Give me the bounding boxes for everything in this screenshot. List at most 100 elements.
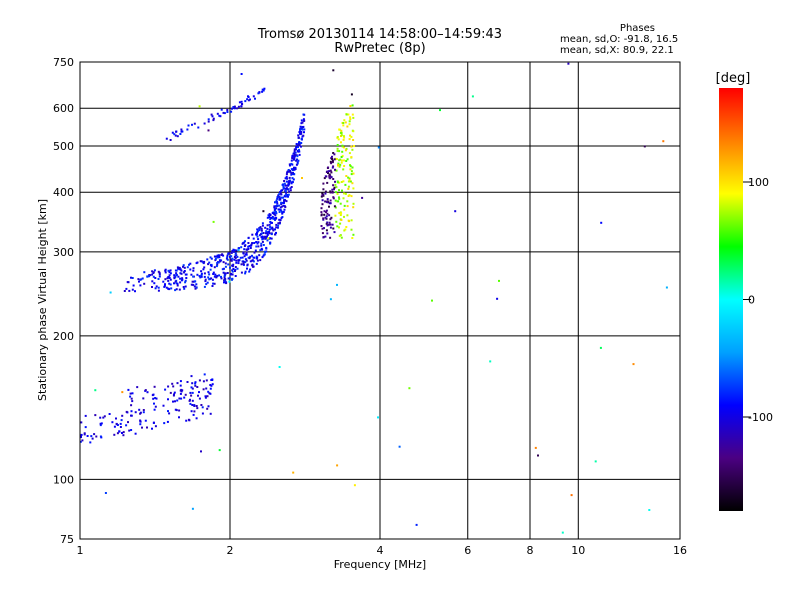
data-point: [302, 126, 304, 129]
data-point: [341, 154, 344, 157]
data-point: [192, 283, 195, 286]
data-point: [180, 279, 183, 282]
data-point: [172, 394, 175, 397]
data-point: [217, 261, 220, 264]
data-point: [266, 239, 269, 242]
data-point: [205, 283, 208, 286]
y-tick-label: 300: [53, 246, 74, 259]
noise-point: [377, 146, 380, 149]
data-point: [271, 215, 274, 218]
noise-point: [361, 196, 364, 199]
data-point: [340, 129, 343, 132]
data-point: [262, 244, 265, 246]
data-point: [154, 277, 157, 279]
data-point: [190, 283, 193, 286]
data-point: [293, 155, 296, 158]
data-point: [254, 249, 257, 252]
data-point: [134, 290, 136, 293]
data-point: [278, 218, 281, 221]
data-point: [243, 241, 246, 244]
data-point: [285, 173, 288, 176]
data-point: [186, 128, 189, 131]
data-point: [249, 260, 252, 263]
data-point: [111, 421, 114, 424]
data-point: [282, 187, 285, 190]
data-point: [130, 404, 133, 407]
data-point: [302, 118, 305, 121]
data-point: [352, 139, 355, 141]
data-point: [125, 410, 128, 413]
data-point: [288, 180, 291, 183]
data-point: [338, 181, 341, 184]
data-point: [350, 219, 353, 222]
data-point: [269, 242, 272, 245]
data-point: [231, 270, 234, 273]
data-point: [174, 134, 177, 137]
data-point: [155, 285, 158, 288]
data-point: [276, 197, 279, 200]
data-point: [224, 262, 227, 265]
data-point: [340, 219, 343, 221]
data-point: [175, 288, 178, 291]
data-point: [80, 436, 82, 439]
data-point: [351, 237, 354, 239]
data-point: [158, 273, 161, 276]
scatter-points: [79, 62, 668, 534]
data-point: [227, 252, 230, 255]
data-point: [276, 196, 279, 199]
data-point: [255, 245, 258, 248]
data-point: [200, 260, 203, 263]
data-point: [280, 196, 283, 199]
data-point: [152, 275, 155, 278]
data-point: [336, 147, 339, 150]
data-point: [234, 252, 237, 255]
data-point: [349, 118, 352, 121]
data-point: [216, 256, 219, 259]
data-point: [259, 259, 262, 262]
data-point: [240, 271, 243, 274]
data-point: [226, 272, 229, 274]
data-point: [179, 392, 182, 395]
data-point: [266, 232, 269, 235]
data-point: [331, 155, 333, 158]
data-point: [268, 237, 271, 240]
data-point: [335, 186, 338, 189]
data-point: [185, 419, 188, 422]
data-point: [130, 429, 133, 431]
data-point: [231, 257, 234, 260]
data-point: [323, 177, 326, 180]
data-point: [348, 178, 351, 181]
data-point: [332, 178, 335, 180]
y-tick-label: 500: [53, 140, 74, 153]
data-point: [199, 276, 202, 279]
data-point: [258, 254, 261, 257]
data-point: [279, 209, 282, 212]
colorbar-tick-label: 0: [748, 294, 755, 307]
data-point: [294, 168, 297, 170]
data-point: [151, 286, 153, 288]
data-point: [331, 188, 334, 191]
data-point: [214, 257, 217, 260]
data-point: [169, 283, 172, 286]
data-point: [334, 214, 337, 217]
noise-point: [534, 446, 537, 449]
data-point: [297, 136, 300, 139]
data-point: [213, 255, 216, 258]
data-point: [195, 283, 198, 286]
data-point: [291, 177, 294, 180]
data-point: [169, 278, 172, 281]
data-point: [218, 256, 221, 259]
data-point: [300, 122, 303, 125]
data-point: [224, 265, 227, 268]
data-point: [192, 267, 195, 270]
data-point: [164, 283, 166, 286]
data-point: [283, 182, 286, 185]
data-point: [167, 279, 170, 282]
data-point: [329, 218, 332, 221]
colorbar-tick-label: 100: [748, 176, 769, 189]
data-point: [188, 263, 190, 266]
data-point: [348, 152, 351, 155]
data-point: [297, 159, 300, 162]
data-point: [179, 384, 182, 387]
data-point: [350, 135, 353, 138]
